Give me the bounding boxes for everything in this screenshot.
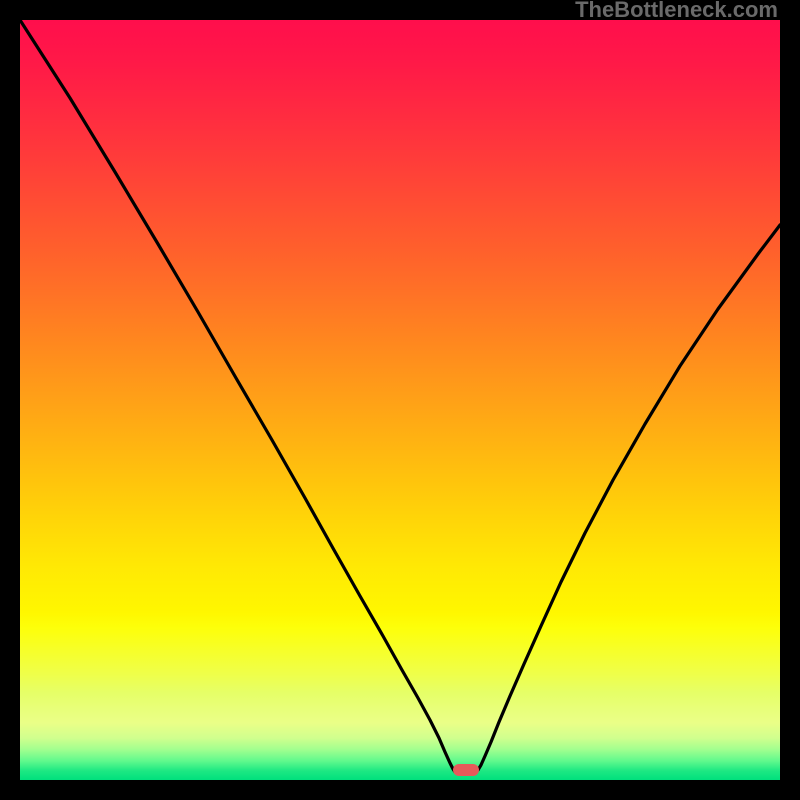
chart-root: TheBottleneck.com bbox=[0, 0, 800, 800]
watermark-text: TheBottleneck.com bbox=[575, 0, 778, 23]
plot-area bbox=[20, 20, 780, 780]
